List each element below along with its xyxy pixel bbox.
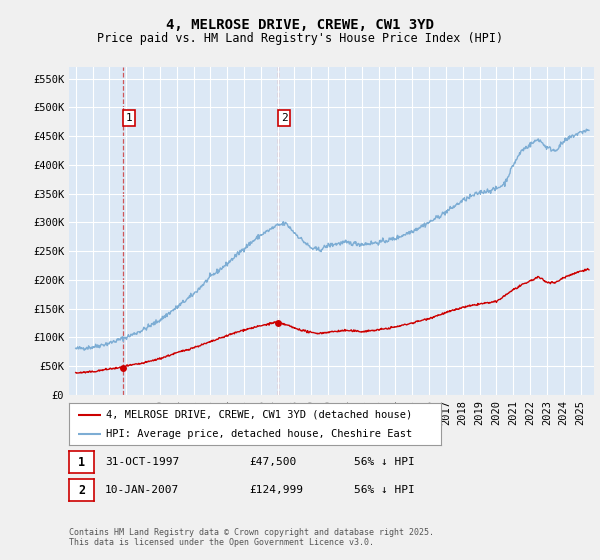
Text: 2: 2 bbox=[281, 113, 287, 123]
Text: £124,999: £124,999 bbox=[249, 485, 303, 495]
Text: HPI: Average price, detached house, Cheshire East: HPI: Average price, detached house, Ches… bbox=[106, 429, 412, 439]
Text: 2: 2 bbox=[78, 483, 85, 497]
Text: £47,500: £47,500 bbox=[249, 457, 296, 467]
Text: 31-OCT-1997: 31-OCT-1997 bbox=[105, 457, 179, 467]
Text: 56% ↓ HPI: 56% ↓ HPI bbox=[354, 457, 415, 467]
Text: 10-JAN-2007: 10-JAN-2007 bbox=[105, 485, 179, 495]
Text: Contains HM Land Registry data © Crown copyright and database right 2025.
This d: Contains HM Land Registry data © Crown c… bbox=[69, 528, 434, 547]
Text: 1: 1 bbox=[78, 455, 85, 469]
Text: 4, MELROSE DRIVE, CREWE, CW1 3YD: 4, MELROSE DRIVE, CREWE, CW1 3YD bbox=[166, 18, 434, 32]
Text: 56% ↓ HPI: 56% ↓ HPI bbox=[354, 485, 415, 495]
Text: 4, MELROSE DRIVE, CREWE, CW1 3YD (detached house): 4, MELROSE DRIVE, CREWE, CW1 3YD (detach… bbox=[106, 409, 412, 419]
Text: Price paid vs. HM Land Registry's House Price Index (HPI): Price paid vs. HM Land Registry's House … bbox=[97, 32, 503, 45]
Text: 1: 1 bbox=[126, 113, 133, 123]
